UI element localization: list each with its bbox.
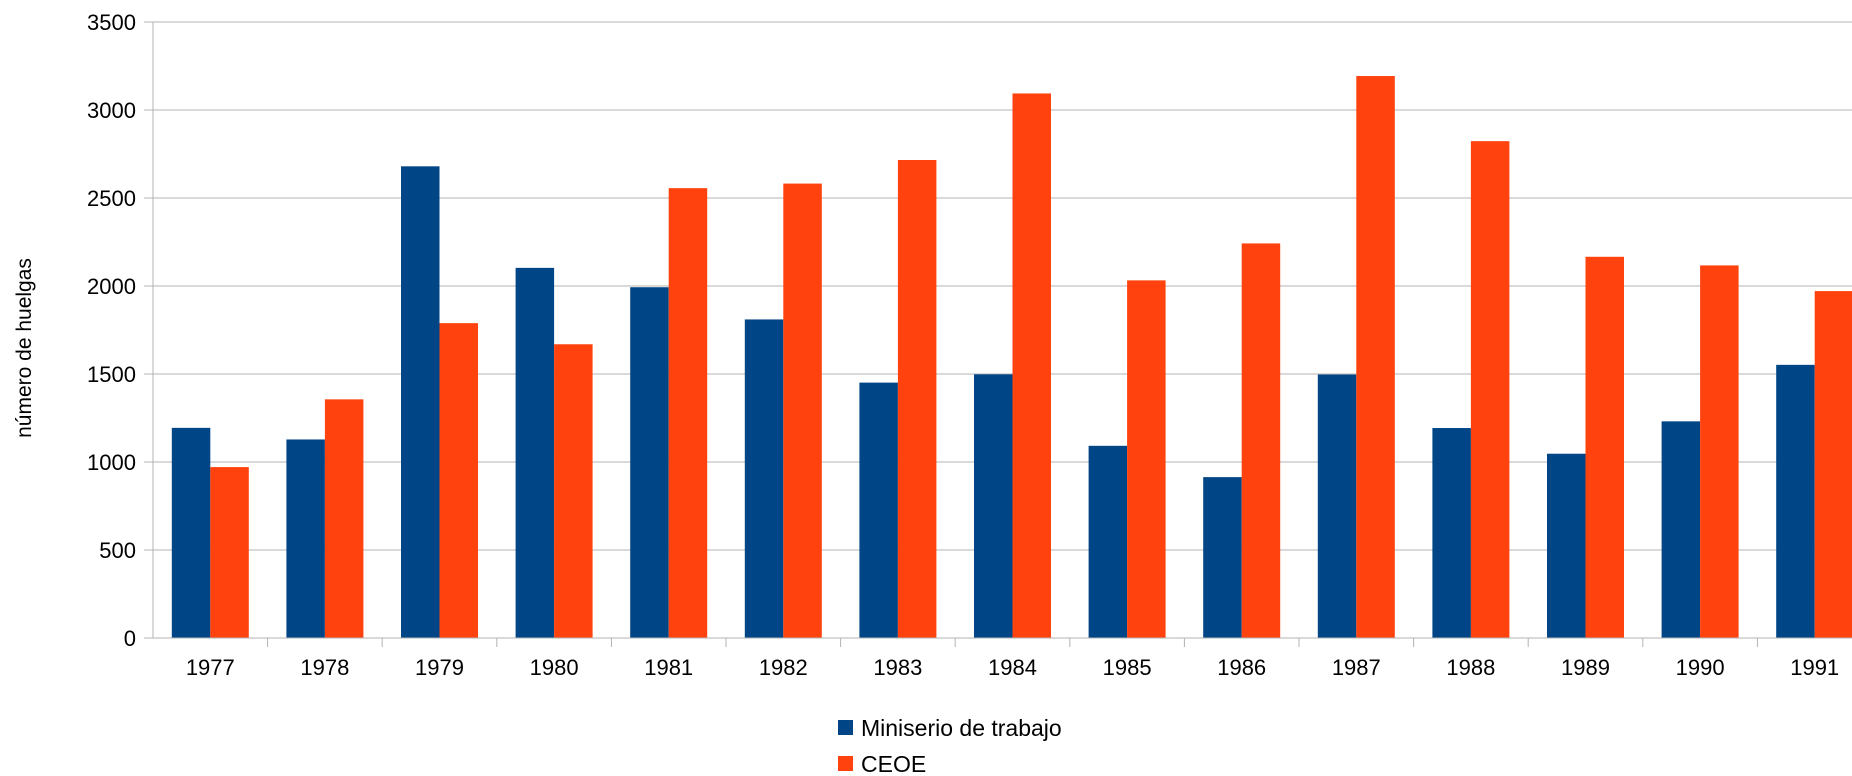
- legend-label-ceoe: CEOE: [861, 751, 926, 776]
- bar-ministerio-1990: [1661, 421, 1701, 638]
- bar-ceoe-1984: [1012, 93, 1051, 639]
- bar-ministerio-1981: [630, 287, 669, 638]
- x-tick-label: 1981: [644, 655, 693, 680]
- bar-ministerio-1989: [1547, 453, 1586, 638]
- bar-ministerio-1984: [974, 374, 1013, 638]
- bar-ceoe-1981: [668, 188, 708, 639]
- axes: [144, 21, 1852, 647]
- bar-ministerio-1986: [1203, 477, 1242, 638]
- bar-ceoe-1990: [1700, 265, 1739, 638]
- x-tick-label: 1986: [1217, 655, 1266, 680]
- y-axis-title: número de huelgas: [13, 258, 36, 438]
- bar-ministerio-1983: [859, 382, 898, 638]
- bar-ceoe-1991: [1814, 291, 1852, 638]
- bar-ministerio-1978: [286, 439, 325, 638]
- y-tick-label: 500: [99, 538, 136, 563]
- x-tick-label: 1989: [1561, 655, 1610, 680]
- legend: Miniserio de trabajo CEOE: [838, 715, 1062, 776]
- x-tick-label: 1978: [300, 655, 349, 680]
- bar-ministerio-1985: [1088, 445, 1128, 638]
- bar-ministerio-1988: [1432, 428, 1471, 638]
- bar-ministerio-1977: [171, 427, 211, 638]
- bar-ministerio-1991: [1776, 364, 1815, 638]
- x-tick-label: 1987: [1332, 655, 1381, 680]
- bars: [171, 76, 1852, 639]
- bar-ceoe-1988: [1470, 141, 1510, 639]
- x-tick-label: 1979: [415, 655, 464, 680]
- bar-ceoe-1982: [783, 183, 822, 638]
- x-tick-label: 1988: [1446, 655, 1495, 680]
- x-tick-label: 1985: [1103, 655, 1152, 680]
- bar-ministerio-1987: [1317, 374, 1357, 638]
- bar-ceoe-1985: [1127, 280, 1166, 638]
- bar-ceoe-1979: [439, 323, 478, 638]
- y-tick-label: 3000: [87, 98, 136, 123]
- y-tick-label: 0: [124, 626, 136, 651]
- bar-ceoe-1983: [897, 159, 937, 638]
- legend-swatch-ceoe: [838, 756, 853, 771]
- x-tick-label: 1990: [1676, 655, 1725, 680]
- y-tick-label: 3500: [87, 10, 136, 35]
- bar-ceoe-1978: [324, 399, 364, 638]
- bar-ministerio-1980: [515, 267, 555, 638]
- x-tick-label: 1980: [530, 655, 579, 680]
- bar-ministerio-1979: [401, 166, 440, 638]
- bar-ceoe-1986: [1241, 243, 1281, 638]
- bar-ceoe-1987: [1356, 76, 1395, 639]
- tick-labels: 0 500 1000 1500 2000 2500 3000 3500 1977 1978 1979…: [87, 10, 1839, 680]
- y-tick-label: 1000: [87, 450, 136, 475]
- bar-ceoe-1977: [210, 467, 249, 638]
- legend-swatch-ministerio: [838, 720, 853, 735]
- y-tick-label: 2000: [87, 274, 136, 299]
- x-tick-label: 1982: [759, 655, 808, 680]
- y-tick-label: 1500: [87, 362, 136, 387]
- x-tick-label: 1983: [873, 655, 922, 680]
- x-tick-label: 1984: [988, 655, 1037, 680]
- bar-ceoe-1980: [554, 344, 593, 638]
- legend-label-ministerio: Miniserio de trabajo: [861, 715, 1062, 741]
- bar-ceoe-1989: [1585, 256, 1624, 638]
- y-tick-label: 2500: [87, 186, 136, 211]
- x-tick-label: 1991: [1790, 655, 1839, 680]
- bar-ministerio-1982: [744, 319, 784, 638]
- x-tick-label: 1977: [186, 655, 235, 680]
